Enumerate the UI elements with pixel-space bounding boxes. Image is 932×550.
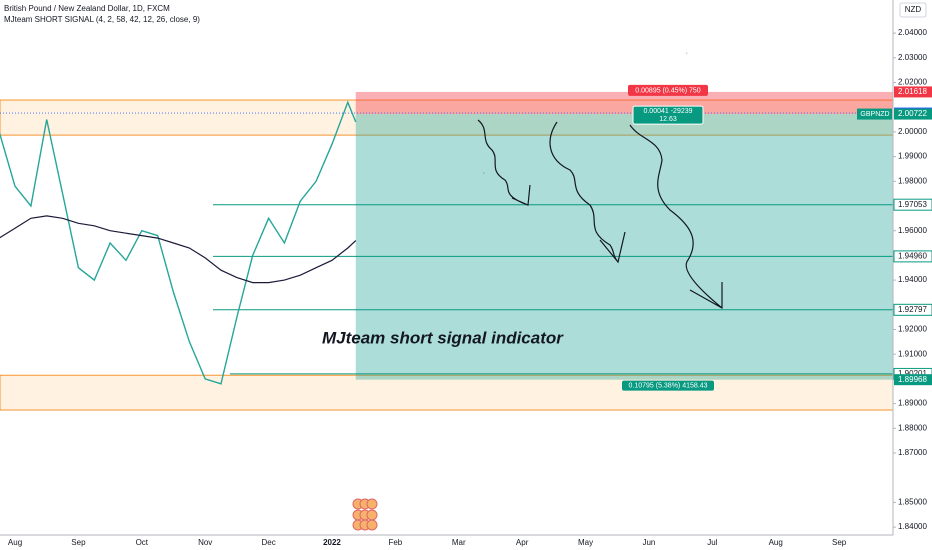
moving-average bbox=[0, 215, 357, 284]
y-tick-label: 2.04000 bbox=[898, 28, 927, 37]
target-tag bbox=[894, 374, 932, 386]
arrow bbox=[629, 124, 723, 310]
zone bbox=[0, 374, 894, 411]
currency-label: NZD bbox=[905, 5, 922, 14]
stop-tag bbox=[894, 86, 932, 98]
x-tick-label: May bbox=[578, 538, 593, 547]
arrow bbox=[549, 121, 626, 264]
y-tick-label: 1.94000 bbox=[898, 275, 927, 284]
x-tick-label: 2022 bbox=[323, 538, 341, 547]
reward-label-box bbox=[622, 380, 714, 391]
x-tick-label: Aug bbox=[8, 538, 22, 547]
risk-label: 0.00895 (0.45%) 750 bbox=[635, 87, 700, 94]
x-tick-label: Sep bbox=[71, 538, 86, 547]
y-tick-label: 1.88000 bbox=[898, 423, 927, 432]
risk-label-box bbox=[628, 84, 708, 96]
level-label: 1.92797 bbox=[898, 305, 927, 314]
risk-box bbox=[355, 91, 894, 115]
x-tick-label: Jun bbox=[642, 538, 655, 547]
level-tag bbox=[893, 303, 932, 316]
hand-drawn-arrows bbox=[477, 119, 723, 310]
symbol-tag bbox=[857, 108, 892, 120]
level-label: 1.90201 bbox=[898, 369, 927, 378]
event-icon[interactable] bbox=[366, 498, 378, 510]
position-label-box bbox=[632, 105, 704, 125]
y-tick-label: 1.89000 bbox=[898, 399, 927, 408]
dot: . bbox=[483, 170, 485, 176]
y-tick-label: 1.98000 bbox=[898, 176, 927, 185]
stop-label: 2.01618 bbox=[898, 87, 927, 96]
entry-tag bbox=[894, 108, 932, 120]
level-label: 1.97053 bbox=[898, 200, 927, 209]
target-label: 1.89968 bbox=[898, 375, 927, 384]
x-tick-label: Jul bbox=[707, 538, 717, 547]
x-tick-label: Feb bbox=[388, 538, 402, 547]
x-tick-label: Apr bbox=[516, 538, 529, 547]
y-tick-label: 1.99000 bbox=[898, 152, 927, 161]
x-tick-label: Dec bbox=[261, 538, 275, 547]
y-tick-label: 1.85000 bbox=[898, 498, 927, 507]
annotation-text: MJteam short signal indicator bbox=[322, 328, 564, 347]
zone bbox=[0, 99, 894, 136]
x-tick-label: Oct bbox=[136, 538, 149, 547]
y-tick-label: 1.87000 bbox=[898, 448, 927, 457]
y-tick-label: 1.84000 bbox=[898, 522, 927, 531]
currency-badge[interactable] bbox=[899, 2, 927, 18]
arrow bbox=[477, 119, 531, 206]
x-tick-label: Nov bbox=[198, 538, 212, 547]
y-tick-label: 2.02000 bbox=[898, 78, 927, 87]
reward-box bbox=[355, 114, 894, 380]
x-tick-label: Sep bbox=[832, 538, 847, 547]
position-label: 12.63 bbox=[659, 116, 677, 123]
dot: . bbox=[686, 50, 688, 56]
plot-area bbox=[0, 91, 894, 411]
y-tick-label: 2.03000 bbox=[898, 53, 927, 62]
event-icon[interactable] bbox=[366, 509, 378, 521]
y-tick-label: 2.00000 bbox=[898, 127, 927, 136]
symbol-label: GBPNZD bbox=[860, 111, 889, 118]
event-icons bbox=[352, 498, 378, 531]
position-label: 0.00041 -29239 bbox=[643, 108, 692, 115]
reward-label: 0.10795 (5.38%) 4158.43 bbox=[628, 383, 707, 390]
price-line bbox=[0, 100, 357, 385]
level-tag bbox=[893, 198, 932, 211]
x-tick-label: Aug bbox=[769, 538, 783, 547]
y-tick-label: 1.92000 bbox=[898, 325, 927, 334]
indicator-title: MJteam SHORT SIGNAL (4, 2, 58, 42, 12, 2… bbox=[4, 15, 200, 24]
event-icon[interactable] bbox=[366, 519, 378, 531]
level-label: 1.94960 bbox=[898, 251, 927, 260]
level-tag bbox=[893, 250, 932, 263]
y-tick-label: 1.91000 bbox=[898, 349, 927, 358]
chart-title: British Pound / New Zealand Dollar, 1D, … bbox=[4, 4, 170, 13]
x-tick-label: Mar bbox=[452, 538, 466, 547]
y-tick-label: 1.96000 bbox=[898, 226, 927, 235]
entry-label: 2.00722 bbox=[898, 109, 927, 118]
